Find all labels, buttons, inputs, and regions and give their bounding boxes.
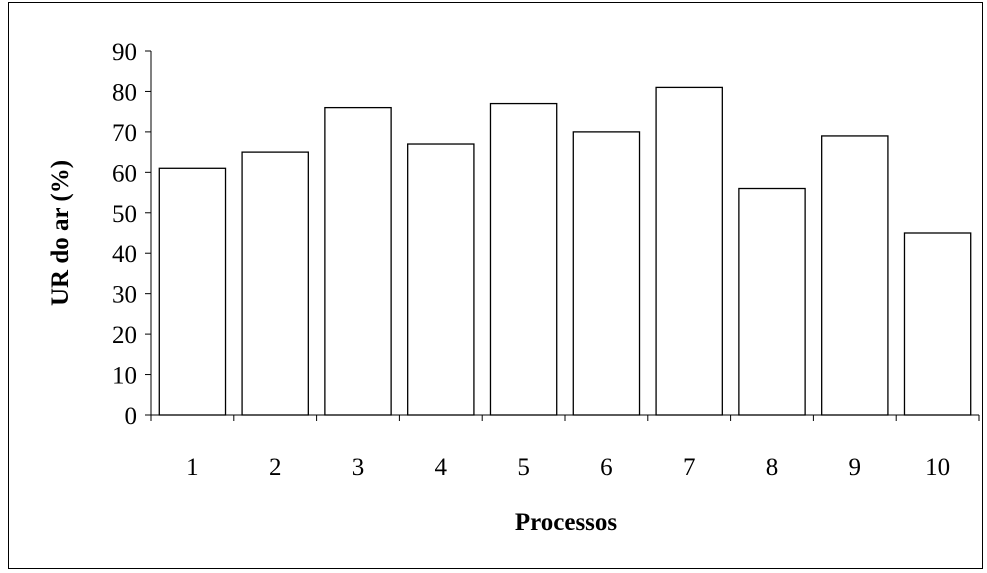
bar-8 — [738, 187, 806, 416]
x-tick-label: 7 — [683, 454, 696, 481]
x-tick-label: 6 — [600, 454, 613, 481]
y-tick-label: 10 — [112, 363, 137, 390]
bars — [158, 86, 972, 416]
y-tick-label: 0 — [125, 403, 138, 430]
bar-2 — [241, 151, 309, 416]
x-tick-label: 9 — [849, 454, 862, 481]
x-tick-label: 8 — [766, 454, 779, 481]
x-tick-label: 10 — [925, 454, 950, 481]
bar-7 — [655, 86, 723, 416]
x-tick-label: 3 — [352, 454, 365, 481]
y-tick-label: 20 — [112, 322, 137, 349]
x-tick-label: 5 — [517, 454, 530, 481]
y-tick-label: 60 — [112, 160, 137, 187]
y-tick-label: 50 — [112, 201, 137, 228]
x-tick-label: 2 — [269, 454, 282, 481]
y-tick-label: 80 — [112, 79, 137, 106]
bar-5 — [489, 102, 558, 416]
x-tick-label: 1 — [186, 454, 199, 481]
bar-1 — [158, 167, 227, 416]
bar-10 — [903, 232, 972, 416]
y-axis-title: UR do ar (%) — [47, 160, 74, 306]
bar-9 — [821, 135, 889, 416]
bar-3 — [324, 106, 392, 416]
y-tick-label: 70 — [112, 120, 137, 147]
y-axis: 0 10 20 30 40 50 60 70 80 90 — [112, 39, 152, 430]
y-tick-label: 30 — [112, 282, 137, 309]
bar-4 — [407, 143, 475, 416]
x-tick-label: 4 — [435, 454, 448, 481]
x-axis-title: Processos — [515, 509, 618, 536]
bar-6 — [572, 131, 641, 416]
y-tick-label: 40 — [112, 241, 137, 268]
y-tick-label: 90 — [112, 39, 137, 66]
x-axis: 1 2 3 4 5 6 7 8 9 10 — [150, 414, 980, 481]
